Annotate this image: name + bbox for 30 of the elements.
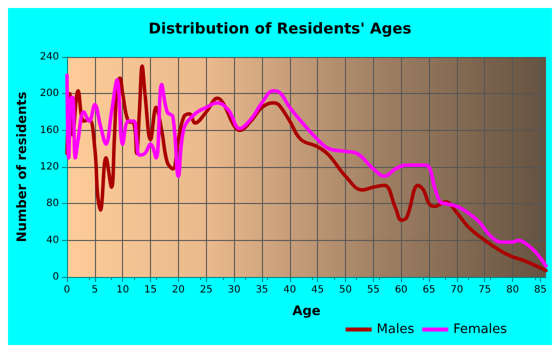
x-tick-label: 65 <box>422 284 436 296</box>
x-axis-title: Age <box>292 304 321 319</box>
y-axis-title: Number of residents <box>15 91 30 242</box>
x-tick-label: 40 <box>283 284 296 296</box>
x-tick-label: 70 <box>450 284 464 296</box>
y-tick-label: 0 <box>52 272 59 282</box>
x-tick-label: 5 <box>92 284 98 296</box>
x-tick-label: 75 <box>478 284 492 296</box>
y-tick-label: 240 <box>40 52 59 62</box>
y-tick-label: 160 <box>40 124 59 136</box>
x-tick-label: 50 <box>339 284 352 296</box>
legend-label: Females <box>453 322 508 337</box>
x-tick-label: 25 <box>200 284 213 296</box>
y-tick-label: 120 <box>40 162 59 172</box>
x-tick-label: 30 <box>228 284 240 296</box>
y-tick-label: 40 <box>46 234 59 246</box>
x-tick-label: 20 <box>172 284 185 296</box>
x-tick-label: 60 <box>394 284 408 296</box>
x-tick-label: 15 <box>144 284 157 296</box>
x-tick-label: 55 <box>366 284 380 296</box>
x-tick-label: 45 <box>311 284 324 296</box>
x-tick-label: 10 <box>116 284 130 296</box>
chart-title: Distribution of Residents' Ages <box>148 20 412 38</box>
x-tick-label: 85 <box>534 284 547 296</box>
legend-label: Males <box>376 322 414 337</box>
y-tick-label: 200 <box>40 88 59 100</box>
x-tick-label: 0 <box>64 284 70 296</box>
x-tick-label: 80 <box>506 284 519 296</box>
x-tick-label: 35 <box>256 284 268 296</box>
y-tick-label: 80 <box>46 198 59 210</box>
